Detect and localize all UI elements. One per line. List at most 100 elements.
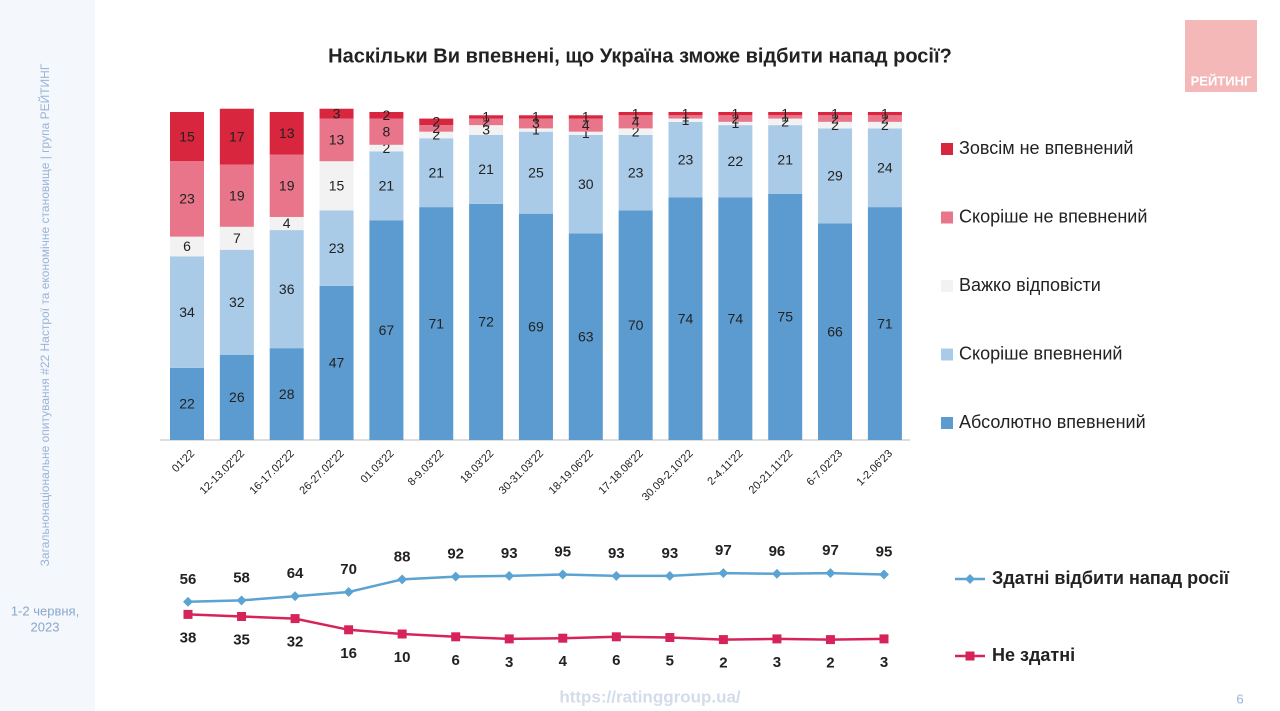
marker xyxy=(183,596,193,607)
marker xyxy=(557,569,568,580)
bar-segment xyxy=(170,112,204,162)
bar-segment xyxy=(818,112,853,116)
bar-segment xyxy=(818,121,853,129)
data-label: 3 xyxy=(333,105,341,121)
bar-segment xyxy=(219,164,254,227)
legend-label: Скоріше впевнений xyxy=(959,343,1122,363)
data-label: 88 xyxy=(394,548,411,565)
data-label: 38 xyxy=(180,629,197,646)
data-label: 93 xyxy=(608,545,625,562)
marker xyxy=(665,633,675,642)
data-label: 29 xyxy=(827,168,843,184)
bar-segment xyxy=(568,131,603,135)
x-tick-label: 18-19.06'22 xyxy=(547,448,596,497)
marker xyxy=(558,633,568,643)
data-label: 3 xyxy=(532,115,540,131)
data-label: 15 xyxy=(179,128,195,144)
bar-segment xyxy=(369,112,404,119)
bar-segment xyxy=(718,125,753,198)
legend-marker xyxy=(965,574,975,584)
bar-segment xyxy=(469,115,504,119)
data-label: 16 xyxy=(340,645,357,662)
data-label: 26 xyxy=(229,389,245,405)
bar-segment xyxy=(518,128,553,132)
data-label: 74 xyxy=(728,310,744,326)
bar-segment xyxy=(568,233,603,440)
marker xyxy=(450,571,461,582)
bar-segment xyxy=(867,207,902,440)
data-label: 2 xyxy=(831,117,839,133)
marker xyxy=(825,635,835,645)
data-label: 2 xyxy=(719,655,727,672)
data-label: 32 xyxy=(229,294,245,310)
data-label: 1 xyxy=(482,109,490,125)
data-label: 21 xyxy=(428,164,444,180)
data-label: 21 xyxy=(478,161,494,177)
marker xyxy=(611,570,622,581)
bar-segment xyxy=(170,161,204,237)
marker xyxy=(772,634,782,644)
data-label: 74 xyxy=(678,310,694,326)
sidebar-panel xyxy=(0,0,95,711)
marker xyxy=(344,625,354,635)
bar-segment xyxy=(369,144,404,152)
bar-segment xyxy=(269,154,304,217)
data-label: 22 xyxy=(179,396,195,412)
date: 1-2 червня, xyxy=(11,603,79,618)
data-label: 1 xyxy=(682,105,690,121)
marker xyxy=(290,591,301,602)
data-label: 92 xyxy=(447,546,464,563)
data-label: 95 xyxy=(876,543,893,560)
legend-swatch xyxy=(941,280,953,292)
marker xyxy=(504,634,514,644)
data-label: 64 xyxy=(287,565,304,582)
x-tick-label: 1-2.06'23 xyxy=(854,448,895,489)
bar-segment xyxy=(818,128,853,224)
bar-segment xyxy=(419,118,454,126)
data-label: 66 xyxy=(827,323,843,339)
bar-segment xyxy=(170,256,204,368)
data-label: 2 xyxy=(881,117,889,133)
x-tick-label: 6-7.02'23 xyxy=(805,448,846,489)
data-label: 1 xyxy=(731,115,739,131)
data-label: 71 xyxy=(428,315,444,331)
x-tick-label: 12-13.02'22 xyxy=(198,448,247,497)
bar-segment xyxy=(419,125,454,132)
legend-swatch xyxy=(941,417,953,429)
bar-segment xyxy=(219,226,254,250)
data-label: 71 xyxy=(877,315,893,331)
bar-segment xyxy=(518,115,553,119)
data-label: 1 xyxy=(781,109,789,125)
marker xyxy=(236,595,247,606)
data-label: 8 xyxy=(383,123,391,139)
legend-label: Важко відповісти xyxy=(959,275,1101,295)
data-label: 36 xyxy=(279,281,295,297)
data-label: 23 xyxy=(678,151,694,167)
bar-segment xyxy=(618,115,653,129)
data-label: 3 xyxy=(880,654,888,671)
bar-segment xyxy=(768,125,803,194)
bar-segment xyxy=(419,207,454,440)
bar-segment xyxy=(568,118,603,132)
data-label: 15 xyxy=(329,178,345,194)
bar-segment xyxy=(618,134,653,211)
data-label: 1 xyxy=(532,109,540,125)
bar-segment xyxy=(818,115,853,122)
chart-title: Наскільки Ви впевнені, що Україна зможе … xyxy=(328,45,952,67)
bar-segment xyxy=(568,134,603,234)
data-label: 19 xyxy=(229,187,245,203)
bar-segment xyxy=(170,236,204,257)
bar-segment xyxy=(469,118,504,126)
data-label: 63 xyxy=(578,328,594,344)
bar-segment xyxy=(419,131,454,139)
data-label: 4 xyxy=(283,215,291,231)
bar-segment xyxy=(518,131,553,214)
data-label: 2 xyxy=(881,110,889,126)
x-tick-label: 17-18.08'22 xyxy=(596,448,645,497)
marker xyxy=(290,614,300,624)
data-label: 2 xyxy=(781,114,789,130)
bar-segment xyxy=(718,121,753,126)
data-label: 4 xyxy=(582,117,590,133)
data-label: 28 xyxy=(279,386,295,402)
data-label: 4 xyxy=(632,114,640,130)
